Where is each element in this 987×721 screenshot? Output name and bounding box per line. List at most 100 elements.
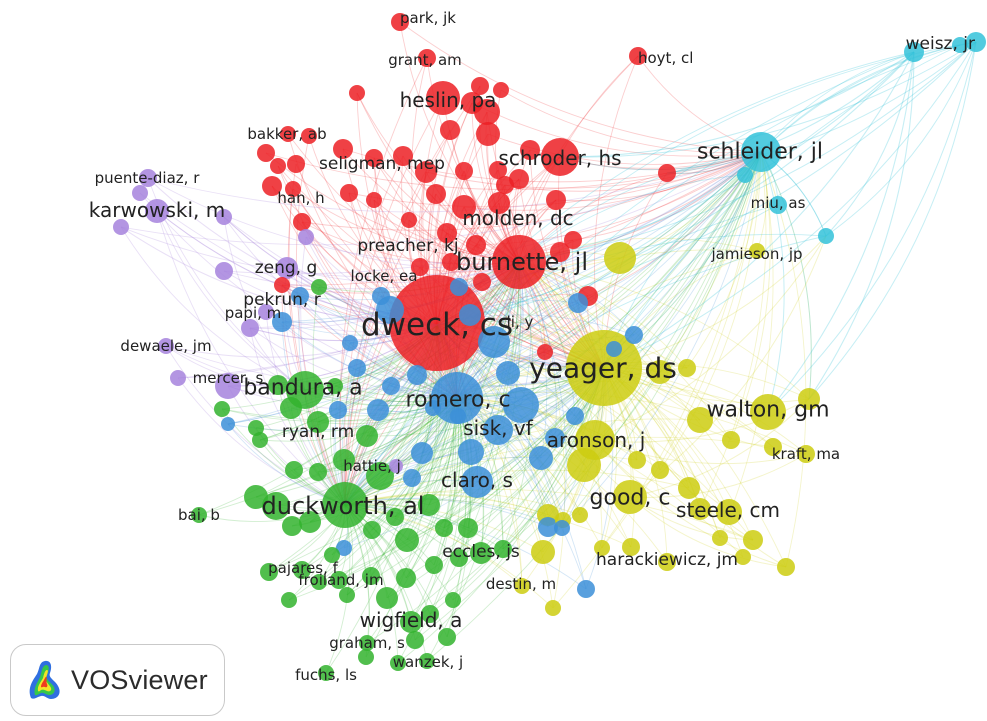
network-node-red[interactable]	[262, 176, 282, 196]
network-node-green[interactable]	[244, 485, 268, 509]
network-node-green[interactable]	[359, 635, 375, 651]
network-node-purple[interactable]	[113, 219, 129, 235]
network-node-blue[interactable]	[554, 520, 570, 536]
network-node-red[interactable]	[274, 277, 290, 293]
network-node-blue[interactable]	[372, 287, 390, 305]
network-node-yellow[interactable]	[798, 388, 820, 410]
network-node-green[interactable]	[307, 411, 329, 433]
network-node-blue[interactable]	[450, 278, 468, 296]
network-node-purple[interactable]	[276, 257, 298, 279]
network-node-green[interactable]	[299, 511, 321, 533]
network-node-red[interactable]	[287, 155, 305, 173]
network-node-yellow[interactable]	[514, 578, 530, 594]
network-node-purple[interactable]	[298, 229, 314, 245]
network-node-blue[interactable]	[272, 312, 292, 332]
network-node-cyan[interactable]	[741, 132, 781, 172]
network-node-red[interactable]	[301, 128, 317, 144]
network-node-red[interactable]	[658, 164, 676, 182]
network-node-yellow[interactable]	[678, 477, 700, 499]
network-node-yellow[interactable]	[687, 407, 713, 433]
network-node-red[interactable]	[452, 195, 476, 219]
network-node-red[interactable]	[401, 212, 417, 228]
network-node-green[interactable]	[470, 542, 492, 564]
network-node-red[interactable]	[426, 81, 460, 115]
network-node-blue[interactable]	[545, 428, 565, 448]
network-node-yellow[interactable]	[545, 600, 561, 616]
network-node-red[interactable]	[366, 192, 382, 208]
network-node-red[interactable]	[437, 223, 457, 243]
network-node-yellow[interactable]	[567, 448, 601, 482]
network-node-green[interactable]	[268, 375, 288, 395]
network-node-green[interactable]	[450, 549, 468, 567]
network-node-green[interactable]	[191, 507, 207, 523]
network-node-red[interactable]	[340, 184, 358, 202]
network-node-cyan[interactable]	[966, 32, 986, 52]
network-node-blue[interactable]	[329, 401, 347, 419]
network-node-green[interactable]	[339, 587, 355, 603]
network-node-cyan[interactable]	[904, 42, 924, 62]
network-node-red[interactable]	[493, 82, 509, 98]
network-node-green[interactable]	[282, 516, 302, 536]
network-node-green[interactable]	[318, 665, 334, 681]
network-node-purple[interactable]	[215, 262, 233, 280]
network-node-green[interactable]	[363, 521, 381, 539]
network-node-green[interactable]	[419, 653, 435, 669]
network-node-red[interactable]	[442, 253, 460, 271]
network-node-yellow[interactable]	[651, 461, 669, 479]
network-node-green[interactable]	[390, 655, 406, 671]
network-node-green[interactable]	[252, 432, 268, 448]
network-node-red[interactable]	[333, 139, 353, 159]
network-node-red[interactable]	[564, 231, 582, 249]
network-node-green[interactable]	[395, 528, 419, 552]
network-node-blue[interactable]	[503, 387, 539, 423]
network-node-blue[interactable]	[459, 304, 481, 326]
network-node-yellow[interactable]	[566, 330, 642, 406]
network-node-red[interactable]	[440, 120, 460, 140]
network-node-blue[interactable]	[291, 287, 309, 305]
network-node-purple[interactable]	[215, 373, 241, 399]
network-node-purple[interactable]	[158, 338, 174, 354]
network-node-yellow[interactable]	[797, 445, 815, 463]
network-node-blue[interactable]	[538, 517, 558, 537]
network-node-blue[interactable]	[496, 361, 520, 385]
network-nodes[interactable]	[113, 13, 986, 681]
network-node-yellow[interactable]	[622, 538, 640, 556]
network-node-green[interactable]	[425, 556, 443, 574]
network-node-green[interactable]	[366, 462, 394, 490]
network-node-green[interactable]	[280, 397, 302, 419]
network-node-cyan[interactable]	[737, 167, 753, 183]
network-node-green[interactable]	[458, 518, 478, 538]
network-node-red[interactable]	[349, 85, 365, 101]
network-node-green[interactable]	[333, 449, 355, 471]
network-node-red[interactable]	[393, 146, 413, 166]
network-node-green[interactable]	[327, 378, 343, 394]
network-node-purple[interactable]	[170, 370, 186, 386]
network-node-red[interactable]	[546, 190, 566, 210]
network-node-blue[interactable]	[568, 293, 588, 313]
network-node-red[interactable]	[471, 77, 489, 95]
network-node-green[interactable]	[396, 568, 416, 588]
network-node-blue[interactable]	[407, 365, 427, 385]
network-node-purple[interactable]	[216, 209, 232, 225]
network-node-green[interactable]	[324, 547, 340, 563]
network-node-blue[interactable]	[367, 399, 389, 421]
network-node-red[interactable]	[550, 242, 570, 262]
network-node-red[interactable]	[488, 192, 510, 214]
network-node-purple[interactable]	[139, 169, 157, 187]
network-node-green[interactable]	[262, 492, 290, 520]
network-node-yellow[interactable]	[678, 359, 696, 377]
network-node-green[interactable]	[418, 494, 440, 516]
network-node-red[interactable]	[537, 344, 553, 360]
network-node-red[interactable]	[285, 181, 301, 197]
network-node-green[interactable]	[356, 425, 378, 447]
network-node-green[interactable]	[438, 628, 456, 646]
network-node-green[interactable]	[330, 571, 348, 589]
network-node-green[interactable]	[311, 279, 327, 295]
network-node-blue[interactable]	[221, 417, 235, 431]
network-node-cyan[interactable]	[769, 196, 787, 214]
network-node-yellow[interactable]	[764, 438, 782, 456]
network-node-yellow[interactable]	[648, 360, 672, 384]
network-node-blue[interactable]	[625, 326, 643, 344]
network-node-cyan[interactable]	[952, 37, 968, 53]
network-node-purple[interactable]	[389, 459, 403, 473]
